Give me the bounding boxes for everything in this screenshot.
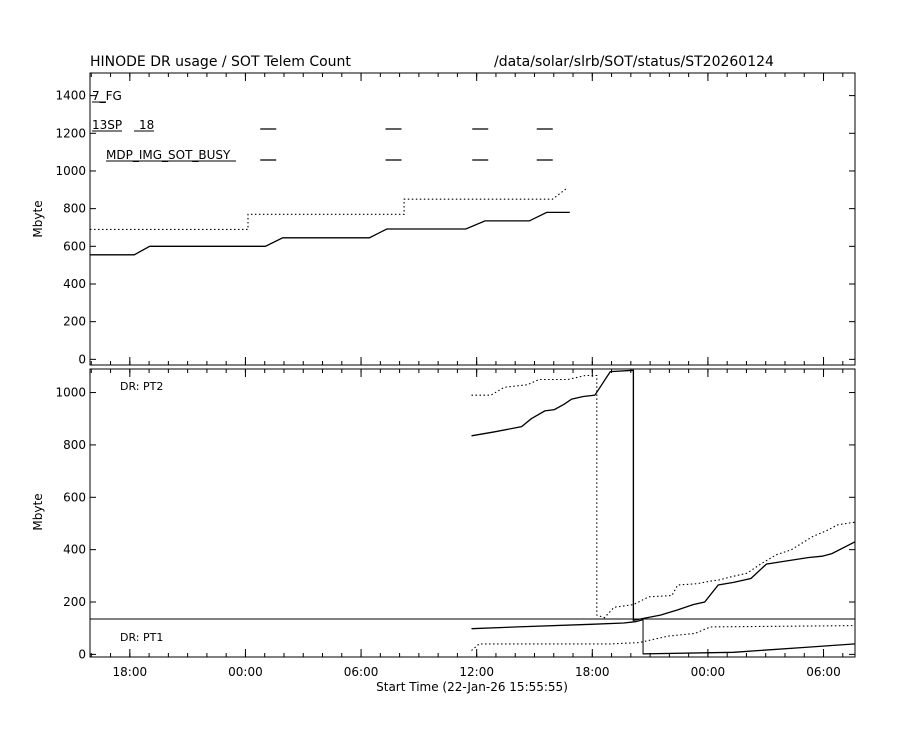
legend-fg: 7_FG — [92, 89, 122, 103]
legend-sp: 13SP — [92, 118, 122, 132]
top-ytick-label: 800 — [63, 202, 86, 216]
bottom-series-1-dotted — [471, 374, 856, 619]
xtick-label: 12:00 — [459, 665, 494, 679]
annotation-pt1: DR: PT1 — [120, 631, 163, 644]
top-series-0-solid — [90, 211, 570, 256]
xtick-label: 06:00 — [806, 665, 841, 679]
bottom-series-0-solid — [471, 369, 856, 622]
legend-sp-count: 18 — [139, 118, 154, 132]
top-series-1-dotted — [90, 188, 567, 230]
bottom-series-2-solid — [471, 619, 644, 630]
data-path: /data/solar/slrb/SOT/status/ST20260124 — [494, 54, 774, 70]
x-axis-label: Start Time (22-Jan-26 15:55:55) — [376, 680, 568, 694]
bottom-ytick-label: 800 — [63, 438, 86, 452]
chart-title: HINODE DR usage / SOT Telem Count — [90, 54, 351, 70]
top-ytick-label: 200 — [63, 315, 86, 329]
top-ytick-label: 1200 — [55, 126, 86, 140]
bottom-series-4-solid — [642, 643, 856, 655]
legend-busy: MDP_IMG_SOT_BUSY — [106, 148, 231, 162]
top-ytick-label: 400 — [63, 277, 86, 291]
top-ytick-label: 0 — [78, 352, 86, 366]
top-ytick-label: 600 — [63, 239, 86, 253]
bottom-ytick-label: 1000 — [55, 386, 86, 400]
bottom-ytick-label: 0 — [78, 647, 86, 661]
xtick-label: 00:00 — [228, 665, 263, 679]
top-panel-frame — [89, 72, 856, 366]
annotation-pt2: DR: PT2 — [120, 380, 163, 393]
xtick-label: 18:00 — [113, 665, 148, 679]
bottom-ylabel: Mbyte — [31, 493, 45, 530]
top-ytick-label: 1400 — [55, 89, 86, 103]
top-ytick-label: 1000 — [55, 164, 86, 178]
bottom-ytick-label: 600 — [63, 490, 86, 504]
bottom-ytick-label: 200 — [63, 595, 86, 609]
xtick-label: 18:00 — [575, 665, 610, 679]
bottom-ytick-label: 400 — [63, 543, 86, 557]
plot-marks: 0 200 400 600 800 1000 1200 1400 0 200 400 600 800 10… — [55, 73, 856, 679]
top-ylabel: Mbyte — [31, 200, 45, 237]
xtick-label: 06:00 — [344, 665, 379, 679]
bottom-panel-frame — [89, 368, 856, 658]
xtick-label: 00:00 — [691, 665, 726, 679]
bottom-series-3-dotted — [471, 625, 856, 651]
